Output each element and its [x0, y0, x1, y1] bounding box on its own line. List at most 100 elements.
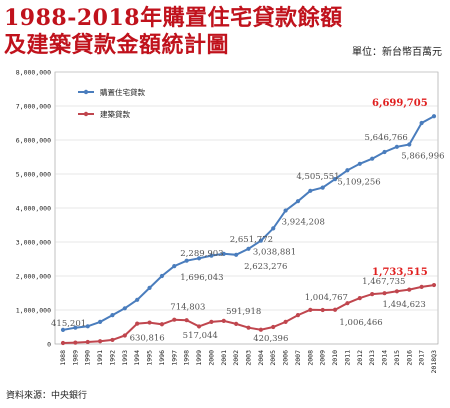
data-label: 1,696,043: [180, 273, 223, 283]
x-tick-label: 2003: [245, 350, 253, 366]
y-tick-label: 3,000,000: [16, 239, 51, 247]
data-point: [234, 252, 239, 257]
data-point: [73, 325, 78, 330]
data-point: [147, 285, 152, 290]
x-tick-label: 2006: [282, 350, 290, 366]
x-tick-label: 2004: [257, 350, 265, 366]
data-point: [196, 324, 202, 329]
data-point: [308, 307, 313, 312]
data-point: [98, 319, 103, 324]
x-tick-label: 1990: [84, 350, 92, 366]
data-point: [135, 321, 140, 326]
data-point: [172, 317, 177, 322]
x-tick-label: 2000: [207, 350, 215, 366]
legend-label: 建築貸款: [100, 109, 130, 119]
data-point: [407, 142, 412, 147]
y-tick-label: 5,000,000: [16, 171, 51, 179]
data-point: [258, 238, 263, 243]
data-point: [345, 301, 350, 306]
x-tick-label: 1989: [71, 350, 79, 366]
data-point: [85, 324, 90, 329]
data-point: [332, 307, 338, 312]
data-label: 5,109,256: [337, 177, 380, 187]
data-label: 1,733,515: [372, 267, 428, 278]
data-point: [209, 253, 214, 258]
data-label: 1,006,466: [339, 318, 382, 328]
data-point: [332, 177, 338, 182]
x-tick-label: 1988: [59, 350, 67, 366]
data-point: [382, 149, 387, 155]
data-point: [60, 327, 66, 332]
data-label: 1,494,623: [383, 300, 426, 310]
data-point: [394, 289, 399, 294]
data-label: 1,467,735: [362, 277, 405, 287]
data-point: [295, 199, 301, 204]
data-label: 630,816: [130, 334, 165, 344]
legend-swatch-marker: [83, 111, 89, 117]
data-point: [196, 256, 202, 261]
data-point: [271, 324, 276, 330]
data-point: [246, 246, 251, 251]
x-tick-label: 1996: [158, 350, 166, 366]
data-point: [320, 185, 325, 190]
x-tick-label: 2012: [356, 350, 364, 366]
data-point: [271, 226, 276, 231]
data-point: [394, 144, 399, 149]
data-point: [283, 208, 288, 213]
data-point: [85, 339, 90, 345]
x-tick-label: 2001: [220, 350, 228, 366]
data-point: [221, 251, 226, 256]
data-point: [295, 313, 301, 318]
y-tick-label: 7,000,000: [16, 103, 51, 111]
x-tick-label: 2008: [306, 350, 314, 366]
x-tick-label: 2010: [331, 350, 339, 366]
data-point: [370, 291, 375, 297]
x-tick-label: 1992: [108, 350, 116, 366]
x-tick-label: 1997: [170, 350, 178, 366]
data-point: [419, 120, 424, 126]
data-point: [184, 318, 189, 323]
x-tick-label: 1999: [195, 350, 203, 366]
x-tick-label: 2002: [232, 350, 240, 366]
x-tick-label: 1998: [183, 350, 191, 366]
data-point: [431, 282, 437, 288]
data-point: [320, 307, 325, 313]
y-tick-label: 8,000,000: [16, 69, 51, 77]
data-point: [73, 340, 78, 345]
data-point: [172, 264, 177, 269]
line-chart: 0 1,000,000 2,000,000 3,000,000 4,000,000 5,0…: [16, 69, 445, 374]
x-tick-label: 2007: [294, 350, 302, 366]
data-point: [357, 296, 362, 301]
data-label: 591,918: [226, 307, 261, 317]
data-label: 3,038,881: [253, 248, 296, 258]
x-tick-label: 2005: [269, 350, 277, 366]
x-tick-label: 2015: [393, 350, 401, 366]
data-point: [147, 320, 152, 325]
data-label: 2,289,903: [180, 249, 223, 259]
data-point: [283, 319, 288, 324]
y-tick-label: 6,000,000: [16, 137, 51, 145]
data-point: [357, 161, 362, 166]
data-point: [184, 258, 189, 263]
data-point: [407, 287, 412, 292]
data-label: 5,866,996: [401, 152, 444, 162]
data-point: [122, 306, 127, 311]
legend-swatch-marker: [83, 89, 89, 95]
data-label: 5,646,766: [365, 133, 408, 143]
data-label: 1,004,767: [305, 293, 348, 303]
chart-title-line1: 1988-2018年購置住宅貸款餘額: [4, 5, 343, 31]
y-tick-label: 4,000,000: [16, 205, 51, 213]
data-point: [135, 297, 140, 302]
data-point: [159, 322, 165, 327]
x-tick-label: 1993: [121, 350, 129, 366]
y-tick-label: 1,000,000: [16, 307, 51, 315]
data-point: [110, 313, 115, 318]
unit-label: 單位：新台幣百萬元: [352, 47, 442, 58]
x-tick-label: 2017: [418, 350, 426, 366]
y-tick-label: 0: [47, 341, 51, 349]
data-point: [419, 284, 424, 289]
data-point: [370, 156, 375, 161]
data-point: [110, 337, 115, 343]
data-point: [98, 339, 103, 344]
data-point: [159, 273, 165, 279]
